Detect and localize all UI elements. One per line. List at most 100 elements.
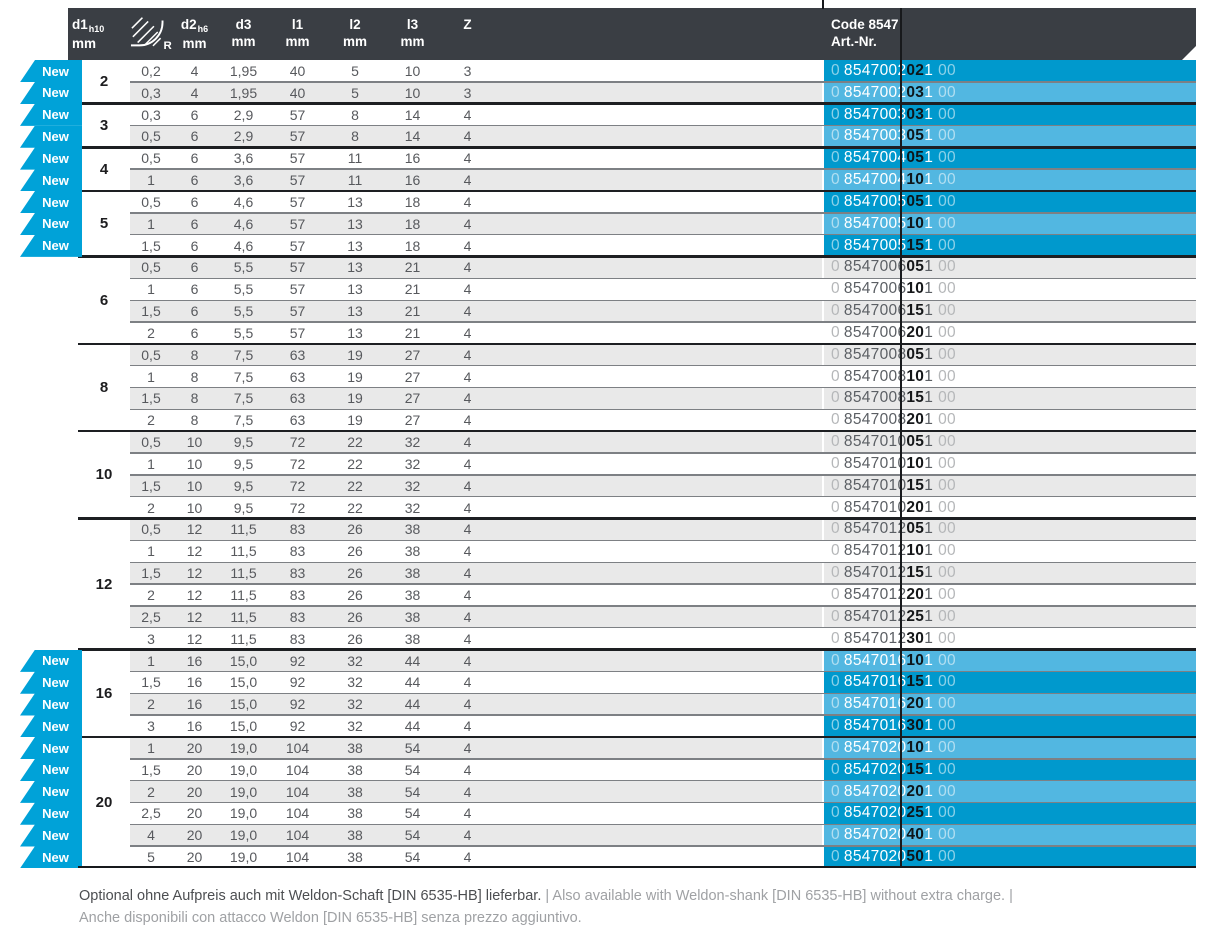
cell-z: 4 (463, 499, 472, 516)
cell-d2: 6 (190, 193, 199, 210)
cell-z: 3 (463, 84, 472, 101)
cell-d3: 7,5 (233, 368, 254, 385)
table-row: 0,2 4 1,95 40 5 10 3 0 8547002 02 1 00 (78, 60, 1196, 82)
group-separator (78, 517, 1196, 520)
group-d1-value: 5 (99, 215, 109, 233)
row-separator (130, 561, 1196, 563)
article-number-segment: 00 (938, 105, 956, 123)
new-badge: New (20, 736, 82, 760)
article-number-segment: 00 (938, 520, 956, 538)
article-number-segment: 00 (938, 454, 956, 472)
article-number-segment: 1 (924, 782, 934, 800)
article-number-segment: 1 (924, 476, 934, 494)
article-number-segment: 8547008 (843, 389, 907, 407)
article-number-segment: 0 (831, 280, 840, 298)
col-header-article-code: Code 8547 (831, 17, 899, 32)
cell-z: 4 (463, 259, 472, 276)
cell-l1: 57 (289, 324, 306, 341)
cell-l3: 44 (404, 718, 421, 735)
cell-l3: 54 (404, 827, 421, 844)
cell-l1: 104 (285, 849, 310, 866)
cell-l2: 26 (347, 565, 363, 582)
cell-d3: 19,0 (229, 805, 258, 822)
article-number: 0 8547002 02 1 00 (824, 60, 1196, 82)
table-row: 2 16 15,0 92 32 44 4 0 8547016 20 1 00 (78, 693, 1196, 716)
article-number-segment: 50 (906, 848, 925, 866)
article-number-segment: 00 (938, 236, 956, 254)
cell-d3: 4,6 (233, 215, 254, 232)
cell-l2: 8 (351, 106, 359, 123)
cell-l1: 57 (289, 193, 306, 210)
product-table: d1h10 mm R d2h6 mm d3 mm l1 mm (68, 8, 1196, 868)
cell-l2: 38 (347, 783, 363, 800)
article-number-segment: 00 (938, 433, 956, 451)
article-number-segment: 05 (906, 258, 925, 276)
cell-l1: 72 (289, 455, 306, 472)
article-number: 0 8547016 15 1 00 (824, 671, 1196, 694)
article-column-divider (899, 8, 902, 868)
article-number-segment: 05 (906, 127, 925, 145)
group-separator (78, 430, 1196, 433)
cell-l2: 13 (347, 281, 363, 298)
col-header-d3-unit: mm (231, 34, 256, 49)
cell-l1: 104 (285, 827, 310, 844)
cell-l2: 38 (347, 805, 363, 822)
group-d1-value: 8 (99, 379, 109, 397)
table-row: 1,5 20 19,0 104 38 54 4 0 8547020 15 1 00 (78, 758, 1196, 781)
article-number-segment: 8547008 (843, 345, 907, 363)
cell-z: 4 (463, 237, 472, 254)
article-number-segment: 8547006 (843, 302, 907, 320)
article-number: 0 8547008 05 1 00 (824, 343, 1196, 366)
article-number-segment: 0 (831, 105, 840, 123)
row-separator (130, 212, 1196, 214)
cell-d2: 12 (186, 630, 203, 647)
table-row: 0,5 6 2,9 57 8 14 4 0 8547003 05 1 00 (78, 125, 1196, 148)
article-number: 0 8547006 20 1 00 (824, 322, 1196, 344)
cell-l2: 11 (347, 172, 363, 189)
cell-l2: 32 (347, 696, 363, 713)
article-number-segment: 00 (938, 717, 956, 735)
cell-l1: 57 (289, 106, 306, 123)
cell-l2: 19 (347, 390, 363, 407)
article-number-segment: 00 (938, 367, 956, 385)
cell-l1: 83 (289, 521, 306, 538)
group-d1-value: 4 (99, 160, 109, 178)
cell-d2: 8 (190, 368, 199, 385)
group-d1-value: 2 (99, 73, 109, 91)
article-number-segment: 00 (938, 192, 956, 210)
row-stripe (130, 693, 822, 716)
cell-z: 4 (463, 805, 472, 822)
cell-l2: 38 (347, 849, 363, 866)
row-separator (130, 277, 1196, 280)
cell-l3: 44 (404, 696, 421, 713)
cell-l2: 8 (351, 128, 359, 145)
cell-l2: 38 (347, 827, 363, 844)
article-number: 0 8547020 15 1 00 (824, 758, 1196, 781)
row-separator (130, 386, 1196, 389)
col-header-d1-tolerance: h10 (88, 24, 105, 34)
cell-d3: 15,0 (229, 718, 258, 735)
cell-r: 0,5 (141, 193, 161, 210)
row-separator (130, 692, 1196, 694)
cell-d2: 10 (186, 434, 203, 451)
col-header-d2: d2h6 mm (172, 8, 217, 60)
article-number-segment: 0 (831, 302, 840, 320)
cell-l1: 63 (289, 390, 306, 407)
article-number: 0 8547002 03 1 00 (824, 81, 1196, 104)
article-number: 0 8547012 25 1 00 (824, 605, 1196, 628)
new-badge: New (20, 693, 82, 716)
article-number-segment: 00 (938, 345, 956, 363)
article-number-segment: 0 (831, 607, 840, 625)
article-number-segment: 20 (906, 498, 925, 516)
col-header-d2-tolerance: h6 (197, 24, 209, 34)
article-number: 0 8547006 15 1 00 (824, 300, 1196, 323)
article-number-segment: 0 (831, 804, 840, 822)
cell-d2: 6 (190, 106, 199, 123)
table-row: 1,5 12 11,5 83 26 38 4 0 8547012 15 1 00 (78, 562, 1196, 585)
article-number-segment: 00 (938, 760, 956, 778)
table-row: 2 6 5,5 57 13 21 4 0 8547006 20 1 00 (78, 322, 1196, 344)
cell-l2: 13 (347, 303, 363, 320)
table-row: 1 20 19,0 104 38 54 4 0 8547020 10 1 00 (78, 736, 1196, 759)
article-number-segment: 00 (938, 389, 956, 407)
